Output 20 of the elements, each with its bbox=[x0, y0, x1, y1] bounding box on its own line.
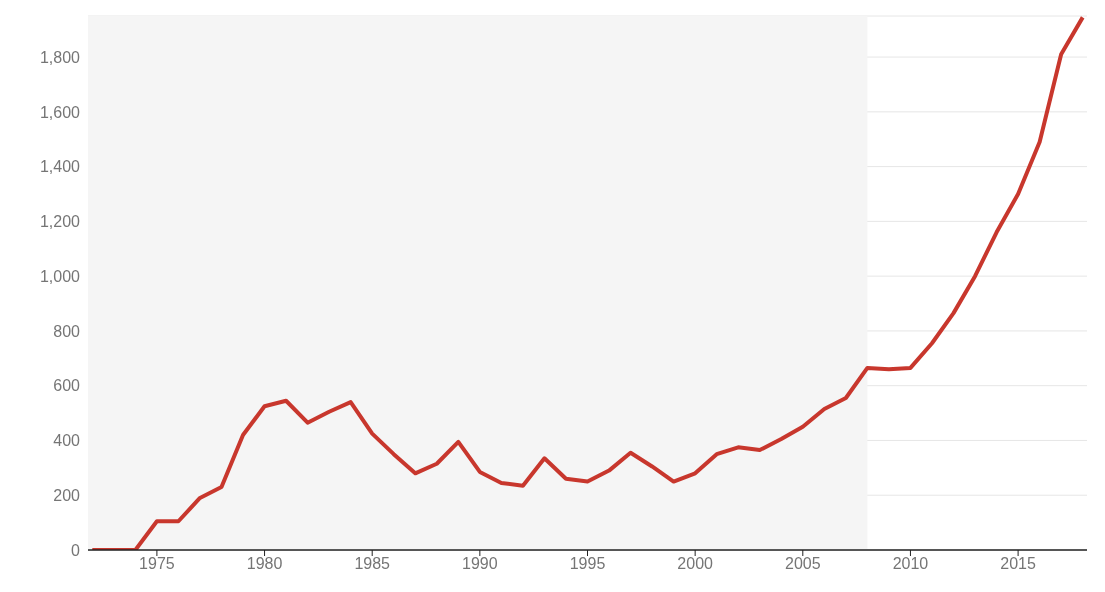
y-tick-label: 800 bbox=[53, 322, 81, 340]
x-tick-label: 1975 bbox=[139, 555, 175, 573]
y-tick-label: 1,800 bbox=[39, 48, 81, 66]
x-tick-label: 2015 bbox=[1000, 555, 1036, 573]
x-tick-label: 2000 bbox=[677, 555, 714, 573]
x-tick-label: 2010 bbox=[892, 555, 929, 573]
y-tick-label: 200 bbox=[53, 486, 81, 504]
y-tick-label: 1,200 bbox=[39, 213, 81, 231]
y-tick-label: 0 bbox=[71, 541, 81, 559]
x-tick-label: 2005 bbox=[785, 555, 821, 573]
x-tick-label: 1995 bbox=[569, 555, 606, 573]
x-tick-label: 1990 bbox=[462, 555, 498, 573]
line-series bbox=[90, 16, 1085, 550]
y-tick-label: 1,600 bbox=[39, 103, 81, 121]
y-tick-label: 1,000 bbox=[39, 267, 81, 285]
y-tick-label: 400 bbox=[53, 432, 81, 450]
y-tick-label: 600 bbox=[53, 377, 81, 395]
y-tick-label: 1,400 bbox=[39, 158, 81, 176]
x-tick-label: 1980 bbox=[246, 555, 283, 573]
x-tick-label: 1985 bbox=[354, 555, 391, 573]
